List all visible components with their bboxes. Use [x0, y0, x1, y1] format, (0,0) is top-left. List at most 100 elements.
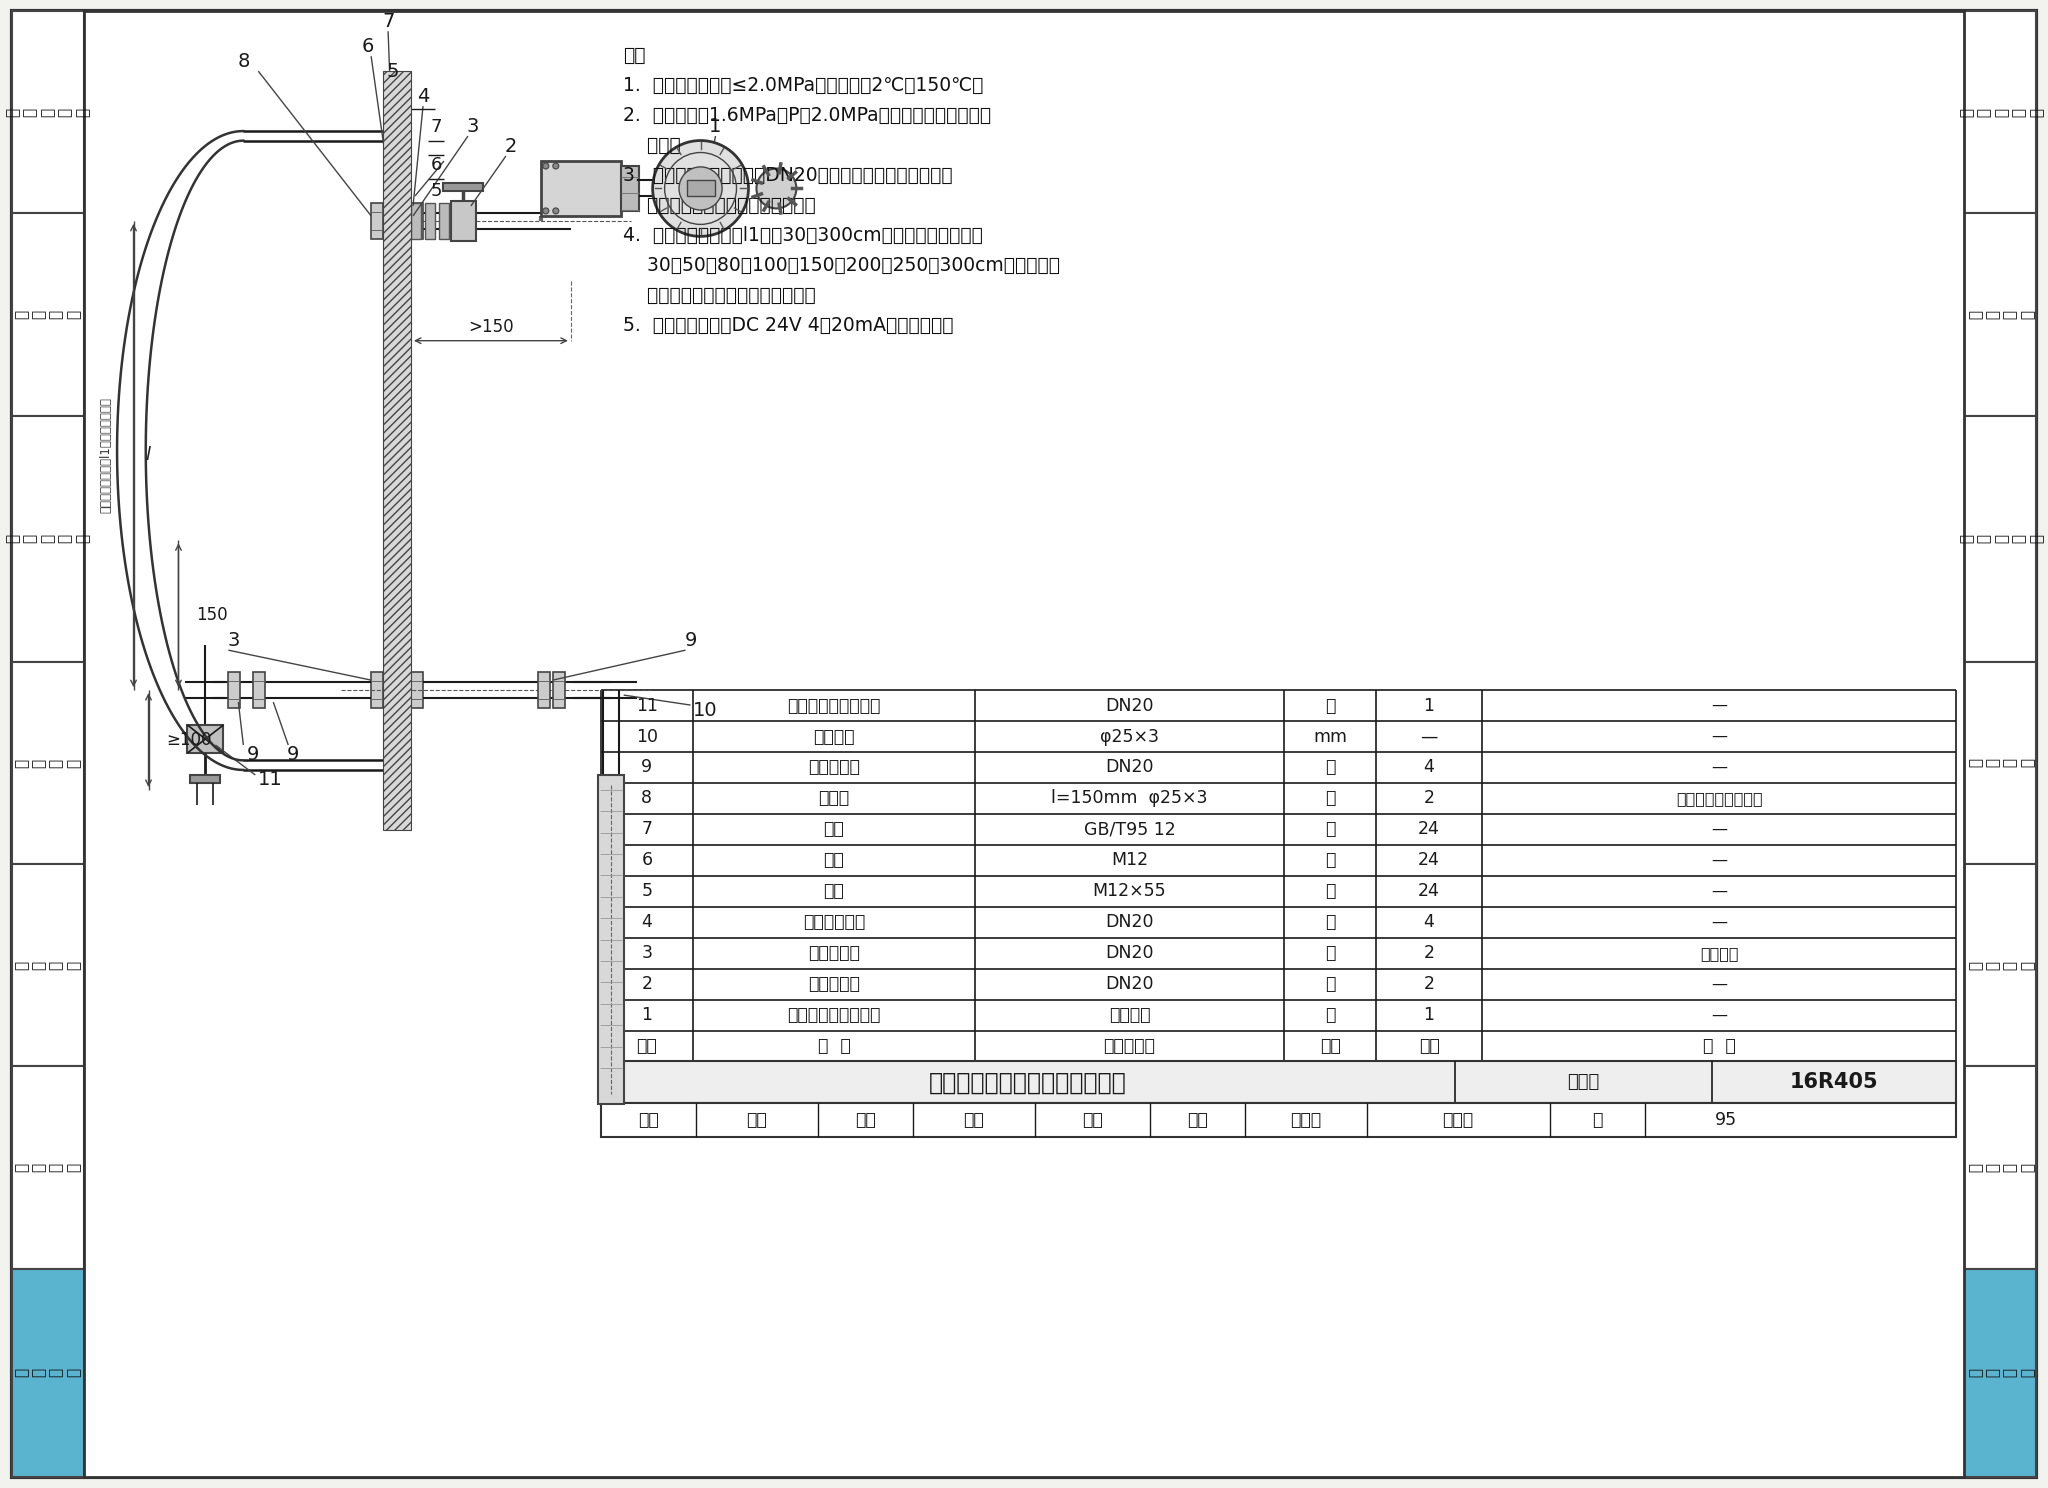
Text: 流
量
仪
表: 流 量 仪 表 — [1966, 310, 2034, 320]
Text: 电动浮筒液位变送器: 电动浮筒液位变送器 — [786, 1006, 881, 1024]
Text: 编
制
总
说
明: 编 制 总 说 明 — [6, 107, 90, 118]
Bar — [451, 201, 475, 241]
Text: 温
度
仪
表: 温 度 仪 表 — [1966, 759, 2034, 768]
Text: 2: 2 — [1423, 975, 1434, 992]
Circle shape — [680, 167, 723, 210]
Text: 法兰截止阀: 法兰截止阀 — [809, 975, 860, 992]
Text: 个: 个 — [1325, 914, 1335, 931]
Bar — [412, 202, 424, 240]
Text: 个: 个 — [1325, 945, 1335, 963]
Text: 外浮筒液位变送器侧底式安装图: 外浮筒液位变送器侧底式安装图 — [930, 1070, 1126, 1094]
Text: 11: 11 — [635, 696, 657, 714]
Text: 温
度
仪
表: 温 度 仪 表 — [14, 759, 82, 768]
Text: 1: 1 — [1423, 696, 1434, 714]
Text: 校对: 校对 — [854, 1112, 874, 1129]
Text: ≥100: ≥100 — [166, 731, 213, 748]
Text: 24: 24 — [1417, 882, 1440, 900]
Text: 流
量
仪
表: 流 量 仪 表 — [14, 310, 82, 320]
Text: 4.  测量范围（中心距l1）为30～300cm，其中常用规格为：: 4. 测量范围（中心距l1）为30～300cm，其中常用规格为： — [623, 226, 983, 246]
Bar — [12, 865, 84, 1067]
Text: 数量: 数量 — [1419, 1037, 1440, 1055]
Text: 颗: 颗 — [1325, 851, 1335, 869]
Bar — [553, 673, 565, 708]
Text: 连接。: 连接。 — [623, 135, 680, 155]
Text: 5: 5 — [430, 182, 442, 199]
Text: 无缝钢管: 无缝钢管 — [813, 728, 854, 745]
Text: 个: 个 — [1325, 882, 1335, 900]
Text: 9: 9 — [684, 631, 696, 650]
Text: 3: 3 — [227, 631, 240, 650]
Bar — [600, 1104, 1956, 1137]
Text: 排污阀（或排污塞）: 排污阀（或排污塞） — [786, 696, 881, 714]
Text: 10: 10 — [635, 728, 657, 745]
Text: 如居: 如居 — [1081, 1112, 1102, 1129]
Circle shape — [543, 208, 549, 214]
Text: φ25×3: φ25×3 — [1100, 728, 1159, 745]
Text: 垫圈: 垫圈 — [823, 820, 844, 838]
Text: M12×55: M12×55 — [1094, 882, 1165, 900]
Bar — [12, 1067, 84, 1269]
Text: 150: 150 — [197, 606, 227, 625]
Bar — [426, 202, 434, 240]
Text: 16R405: 16R405 — [1790, 1073, 1878, 1092]
Text: 外浮筒式: 外浮筒式 — [1108, 1006, 1151, 1024]
Text: 8: 8 — [238, 52, 250, 70]
Text: 型号及规格: 型号及规格 — [1104, 1037, 1155, 1055]
Text: 单位: 单位 — [1319, 1037, 1341, 1055]
Bar — [229, 673, 240, 708]
Text: 3: 3 — [641, 945, 653, 963]
Bar — [541, 161, 621, 216]
Text: 压
力
仪
表: 压 力 仪 表 — [14, 961, 82, 970]
Text: 2: 2 — [1423, 945, 1434, 963]
Text: l=150mm  φ25×3: l=150mm φ25×3 — [1051, 790, 1208, 808]
Bar — [190, 775, 221, 783]
Text: 1.  适用于设计压力≤2.0MPa，设计温度2℃～150℃。: 1. 适用于设计压力≤2.0MPa，设计温度2℃～150℃。 — [623, 76, 983, 95]
Text: 7: 7 — [641, 820, 653, 838]
Circle shape — [543, 164, 549, 170]
Text: 龙娟: 龙娟 — [745, 1112, 768, 1129]
Text: 30、50、80、100、150、200、250、300cm，用户可根: 30、50、80、100、150、200、250、300cm，用户可根 — [623, 256, 1059, 275]
Bar — [383, 71, 412, 830]
Bar — [412, 673, 424, 708]
Text: 4: 4 — [1423, 759, 1434, 777]
Text: 无缝钢管，容器自带: 无缝钢管，容器自带 — [1675, 792, 1763, 806]
Text: 页: 页 — [1591, 1112, 1602, 1129]
Text: l: l — [145, 446, 150, 464]
Text: 9: 9 — [641, 759, 653, 777]
Text: 2: 2 — [504, 137, 516, 156]
Text: —: — — [1712, 915, 1726, 930]
Bar — [598, 775, 625, 1104]
Text: —: — — [1712, 729, 1726, 744]
Bar — [1964, 1269, 2036, 1476]
Bar — [12, 213, 84, 415]
Text: 4: 4 — [1423, 914, 1434, 931]
Text: DN20: DN20 — [1106, 759, 1153, 777]
Bar — [1964, 213, 2036, 415]
Text: 个: 个 — [1325, 759, 1335, 777]
Circle shape — [553, 208, 559, 214]
Text: 容器自带: 容器自带 — [1700, 946, 1739, 961]
Text: 名  称: 名 称 — [817, 1037, 850, 1055]
Text: 4: 4 — [641, 914, 651, 931]
Text: 压
力
仪
表: 压 力 仪 表 — [1966, 961, 2034, 970]
Text: 湿
度
仪
表: 湿 度 仪 表 — [14, 1164, 82, 1173]
Bar — [1964, 865, 2036, 1067]
Text: >150: >150 — [469, 318, 514, 336]
Text: 接口钢法兰: 接口钢法兰 — [809, 759, 860, 777]
Text: 8: 8 — [641, 790, 653, 808]
Text: —: — — [1712, 884, 1726, 899]
Text: 5: 5 — [641, 882, 653, 900]
Text: 设计: 设计 — [1188, 1112, 1208, 1129]
Circle shape — [756, 168, 797, 208]
Bar — [539, 673, 549, 708]
Text: 7: 7 — [430, 118, 442, 135]
Text: GB/T95 12: GB/T95 12 — [1083, 820, 1176, 838]
Text: 编
制
总
说
明: 编 制 总 说 明 — [1958, 107, 2042, 118]
Text: 6: 6 — [362, 37, 375, 55]
Text: DN20: DN20 — [1106, 945, 1153, 963]
Text: 9: 9 — [248, 745, 260, 765]
Text: mm: mm — [1313, 728, 1348, 745]
Text: 非金属平垫片: 非金属平垫片 — [803, 914, 864, 931]
Text: 1: 1 — [1423, 1006, 1434, 1024]
Text: 6: 6 — [430, 156, 442, 174]
